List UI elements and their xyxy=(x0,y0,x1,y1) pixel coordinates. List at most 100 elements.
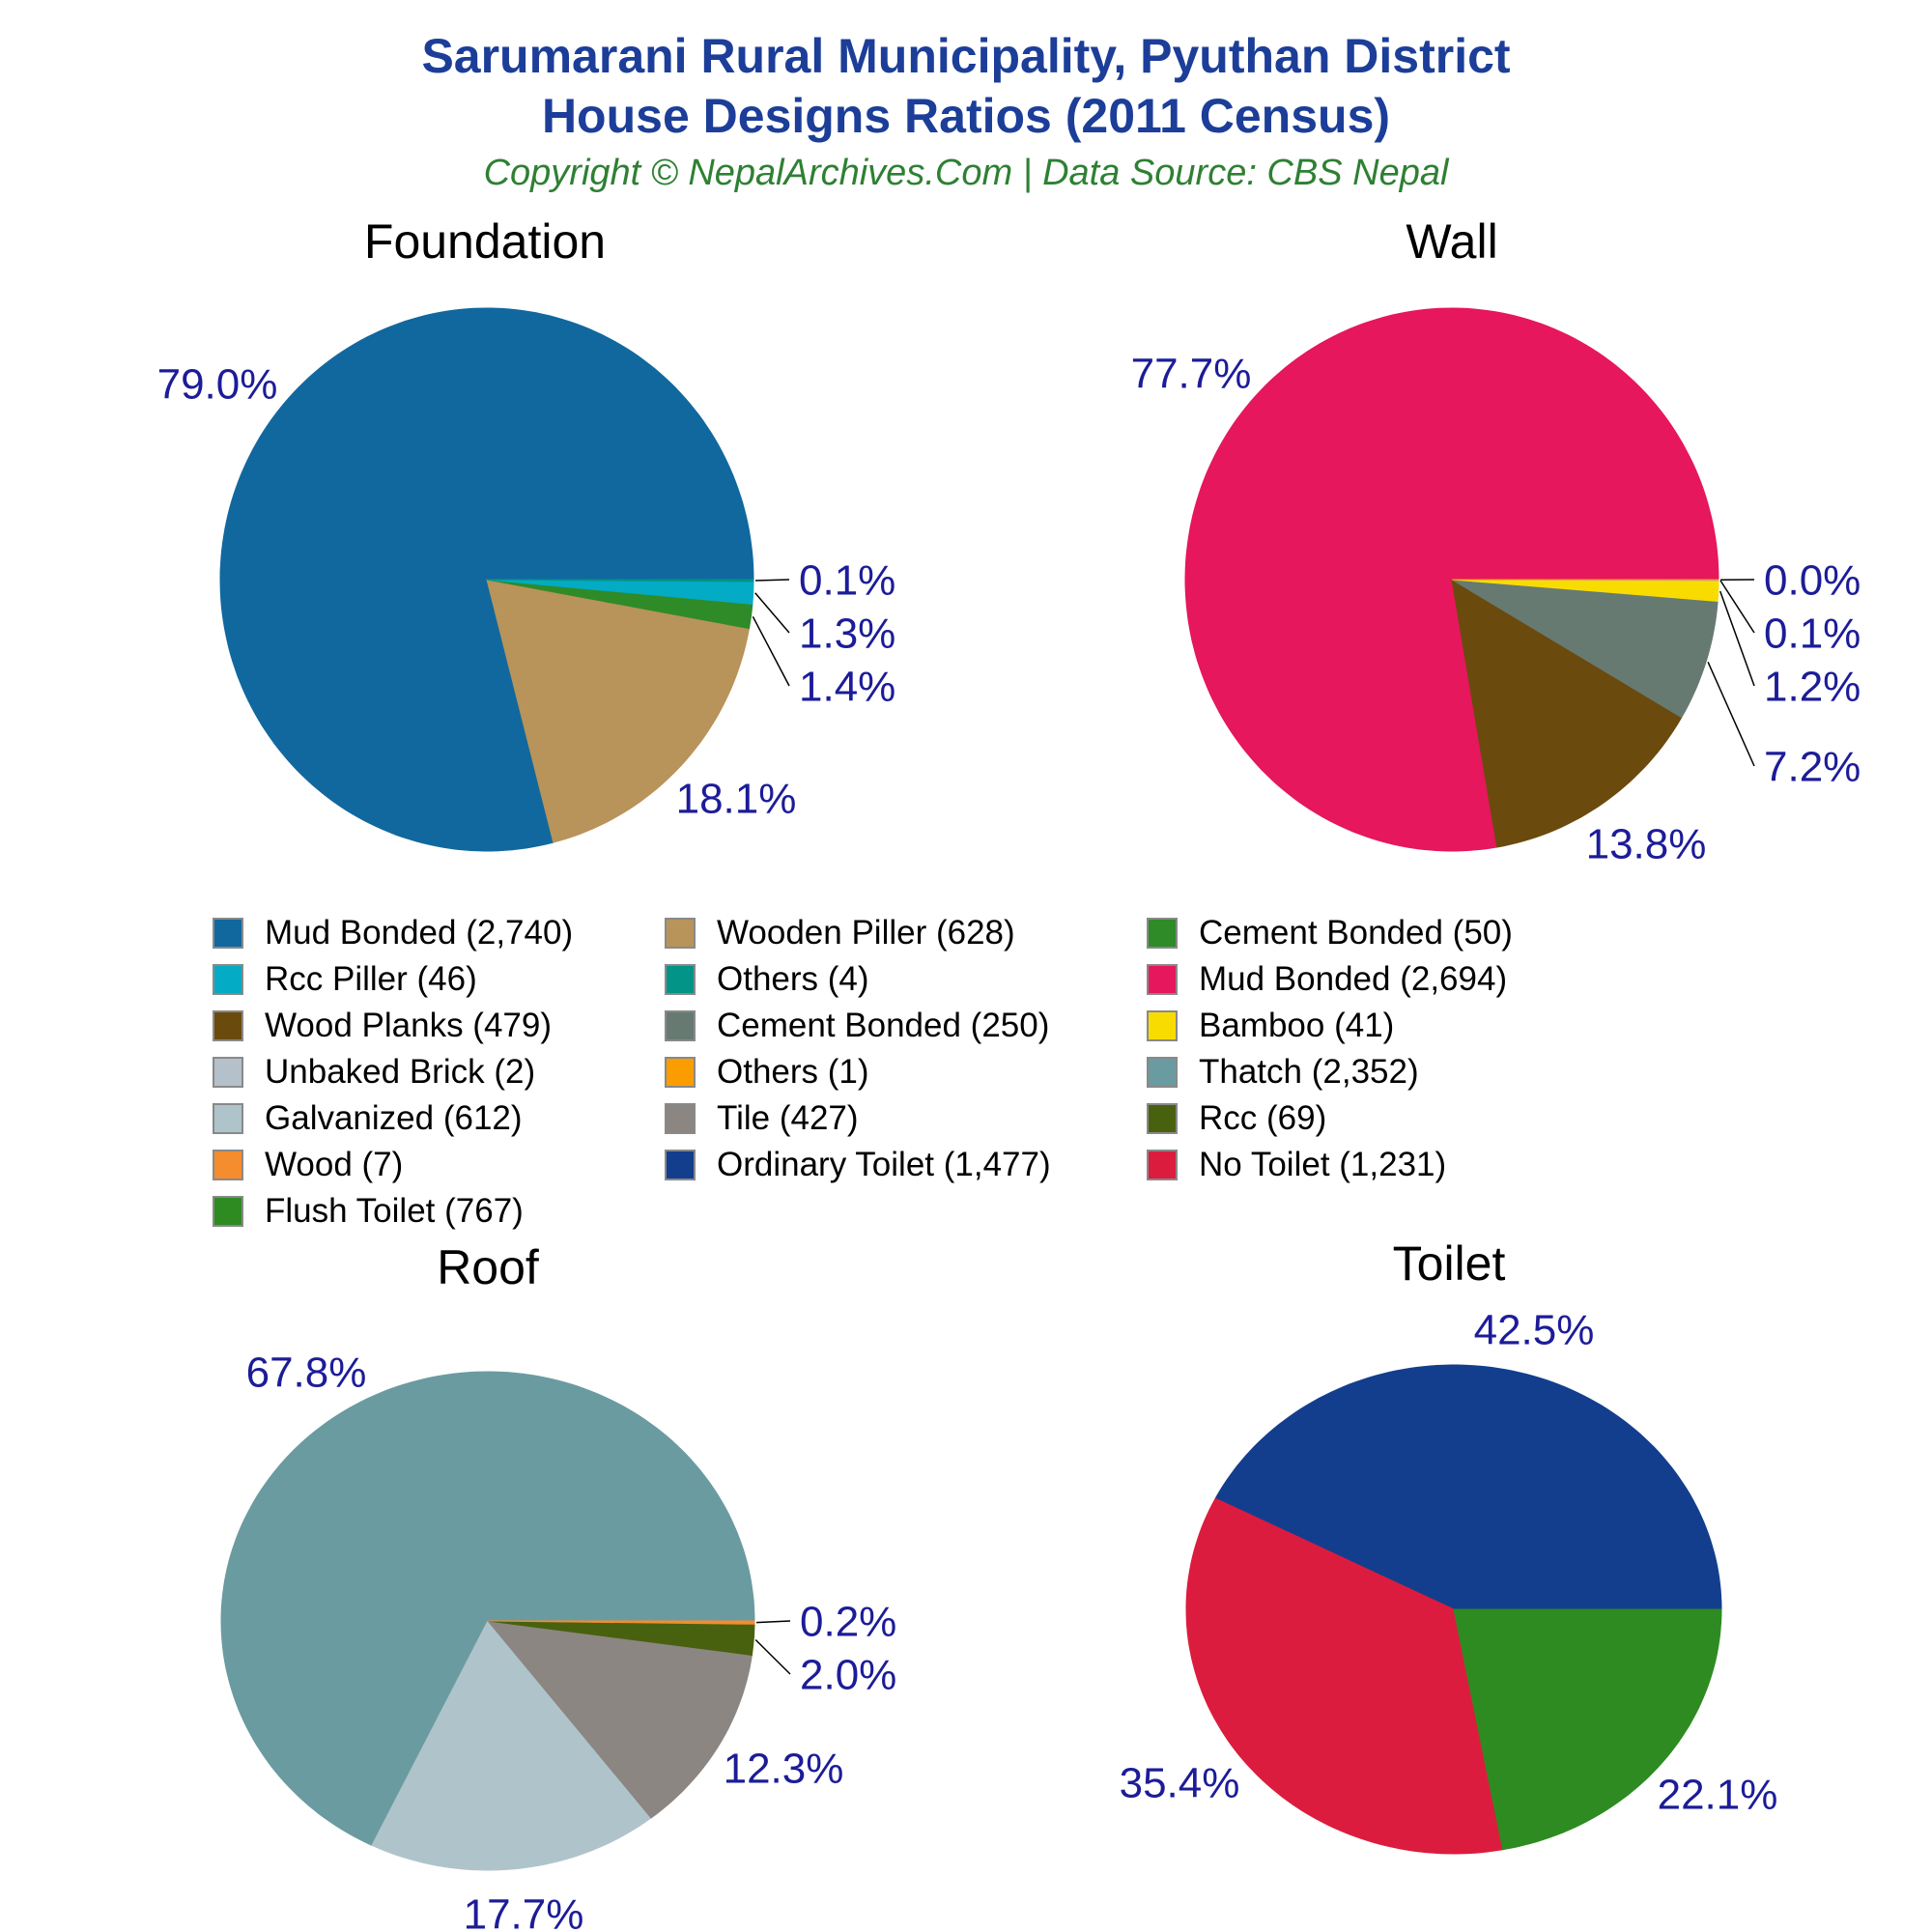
legend-label: Others (4) xyxy=(717,960,869,998)
leader-line-wall-unbaked-brick xyxy=(1719,580,1755,634)
percent-label-toilet-flush-toilet: 22.1% xyxy=(1658,1771,1778,1818)
percent-label-roof-rcc: 2.0% xyxy=(800,1651,896,1698)
slice-roof-rcc xyxy=(487,1620,755,1656)
legend-swatch-unbaked-brick-2- xyxy=(213,1057,243,1088)
percent-label-foundation-cement-bonded: 1.4% xyxy=(799,663,895,710)
legend-item-rcc-69-: Rcc (69) xyxy=(1147,1099,1327,1137)
legend-item-others-4-: Others (4) xyxy=(665,960,869,998)
percent-label-wall-wood-planks: 13.8% xyxy=(1586,820,1707,867)
page-title-line2: House Designs Ratios (2011 Census) xyxy=(541,89,1391,143)
legend-label: Flush Toilet (767) xyxy=(265,1192,524,1230)
percent-label-toilet-no-toilet: 35.4% xyxy=(1120,1759,1240,1806)
legend-label: Wooden Piller (628) xyxy=(717,914,1015,952)
legend-swatch-ordinary-toilet-1-477- xyxy=(665,1150,696,1180)
legend-swatch-others-1- xyxy=(665,1057,696,1088)
legend-label: Others (1) xyxy=(717,1053,869,1091)
legend-swatch-wood-7- xyxy=(213,1150,243,1180)
legend-swatch-cement-bonded-50- xyxy=(1147,918,1178,949)
legend-swatch-tile-427- xyxy=(665,1103,696,1134)
leader-line-wall-cement-bonded xyxy=(1707,661,1755,767)
legend-label: Cement Bonded (250) xyxy=(717,1007,1050,1044)
legend-item-unbaked-brick-2-: Unbaked Brick (2) xyxy=(213,1053,536,1091)
chart-title-foundation: Foundation xyxy=(363,214,607,269)
legend-item-tile-427-: Tile (427) xyxy=(665,1099,859,1137)
legend-item-wooden-piller-628-: Wooden Piller (628) xyxy=(665,914,1015,952)
slice-roof-wood xyxy=(487,1620,755,1625)
percent-label-roof-tile: 12.3% xyxy=(724,1745,844,1792)
legend-item-no-toilet-1-231-: No Toilet (1,231) xyxy=(1147,1146,1447,1183)
leader-line-foundation-others xyxy=(754,579,790,582)
legend-label: Cement Bonded (50) xyxy=(1199,914,1513,952)
legend-swatch-wood-planks-479- xyxy=(213,1010,243,1041)
legend-label: Mud Bonded (2,694) xyxy=(1199,960,1508,998)
leader-line-foundation-rcc-piller xyxy=(754,592,790,634)
legend-item-ordinary-toilet-1-477-: Ordinary Toilet (1,477) xyxy=(665,1146,1051,1183)
legend-swatch-galvanized-612- xyxy=(213,1103,243,1134)
legend-label: Bamboo (41) xyxy=(1199,1007,1395,1044)
legend-swatch-others-4- xyxy=(665,964,696,995)
percent-label-wall-bamboo: 1.2% xyxy=(1764,663,1861,710)
legend-item-flush-toilet-767-: Flush Toilet (767) xyxy=(213,1192,524,1230)
slice-toilet-no-toilet xyxy=(1185,1497,1504,1855)
legend-item-bamboo-41-: Bamboo (41) xyxy=(1147,1007,1395,1044)
legend-item-cement-bonded-50-: Cement Bonded (50) xyxy=(1147,914,1513,952)
legend-swatch-flush-toilet-767- xyxy=(213,1196,243,1227)
pie-roof: 67.8% 17.7% 12.3% 0.2% 2.0% xyxy=(220,1349,896,1932)
pie-foundation: 79.0% 18.1% 0.1% 1.3% 1.4% xyxy=(157,307,895,852)
slice-wall-others xyxy=(1451,579,1719,582)
legend-label: Wood (7) xyxy=(265,1146,404,1183)
legend-swatch-thatch-2-352- xyxy=(1147,1057,1178,1088)
percent-label-foundation-others: 0.1% xyxy=(799,556,895,604)
legend-label: Galvanized (612) xyxy=(265,1099,523,1137)
legend-label: No Toilet (1,231) xyxy=(1199,1146,1447,1183)
legend-label: Wood Planks (479) xyxy=(265,1007,553,1044)
copyright-subtitle: Copyright © NepalArchives.Com | Data Sou… xyxy=(483,153,1449,193)
pie-toilet: 42.5% 35.4% 22.1% xyxy=(1120,1306,1778,1855)
legend-swatch-rcc-piller-46- xyxy=(213,964,243,995)
chart-title-wall: Wall xyxy=(1406,214,1498,269)
legend-item-rcc-piller-46-: Rcc Piller (46) xyxy=(213,960,477,998)
slice-toilet-ordinary-toilet xyxy=(1214,1364,1722,1610)
leader-line-roof-rcc xyxy=(754,1638,791,1675)
legend-item-others-1-: Others (1) xyxy=(665,1053,869,1091)
percent-label-foundation-wooden-piller: 18.1% xyxy=(676,775,797,822)
percent-label-wall-mud-bonded: 77.7% xyxy=(1131,350,1252,397)
legend-label: Mud Bonded (2,740) xyxy=(265,914,574,952)
percent-label-foundation-rcc-piller: 1.3% xyxy=(799,610,895,657)
legend-item-cement-bonded-250-: Cement Bonded (250) xyxy=(665,1007,1050,1044)
legend-swatch-mud-bonded-2-740- xyxy=(213,918,243,949)
slice-wall-cement-bonded xyxy=(1451,579,1719,719)
legend-item-mud-bonded-2-740-: Mud Bonded (2,740) xyxy=(213,914,574,952)
slice-foundation-others xyxy=(486,579,754,582)
legend-label: Rcc (69) xyxy=(1199,1099,1327,1137)
percent-label-wall-others: 0.0% xyxy=(1764,556,1861,604)
percent-label-roof-thatch: 67.8% xyxy=(246,1349,367,1396)
percent-label-toilet-ordinary-toilet: 42.5% xyxy=(1474,1306,1595,1353)
legend-label: Rcc Piller (46) xyxy=(265,960,477,998)
slice-roof-galvanized xyxy=(371,1620,652,1871)
slice-roof-thatch xyxy=(220,1371,755,1846)
legend-item-wood-planks-479-: Wood Planks (479) xyxy=(213,1007,553,1044)
slice-roof-tile xyxy=(486,1620,753,1819)
legend-item-thatch-2-352-: Thatch (2,352) xyxy=(1147,1053,1419,1091)
legend-swatch-rcc-69- xyxy=(1147,1103,1178,1134)
percent-label-foundation-mud-bonded: 79.0% xyxy=(157,360,278,408)
legend-swatch-no-toilet-1-231- xyxy=(1147,1150,1178,1180)
legend-label: Tile (427) xyxy=(717,1099,859,1137)
pie-wall: 77.7% 13.8% 0.0% 0.1% 1.2% 7.2% xyxy=(1131,307,1861,867)
percent-label-wall-cement-bonded: 7.2% xyxy=(1764,743,1861,790)
slice-wall-wood-planks xyxy=(1451,579,1683,848)
legend-item-galvanized-612-: Galvanized (612) xyxy=(213,1099,523,1137)
percent-label-wall-unbaked-brick: 0.1% xyxy=(1764,610,1861,657)
legend-label: Unbaked Brick (2) xyxy=(265,1053,536,1091)
percent-label-roof-wood: 0.2% xyxy=(800,1598,896,1645)
legend-swatch-cement-bonded-250- xyxy=(665,1010,696,1041)
percent-label-roof-galvanized: 17.7% xyxy=(464,1890,584,1932)
legend-swatch-wooden-piller-628- xyxy=(665,918,696,949)
legend-label: Thatch (2,352) xyxy=(1199,1053,1419,1091)
leader-line-foundation-cement-bonded xyxy=(752,615,790,687)
slice-toilet-flush-toilet xyxy=(1453,1608,1722,1851)
legend-item-wood-7-: Wood (7) xyxy=(213,1146,404,1183)
